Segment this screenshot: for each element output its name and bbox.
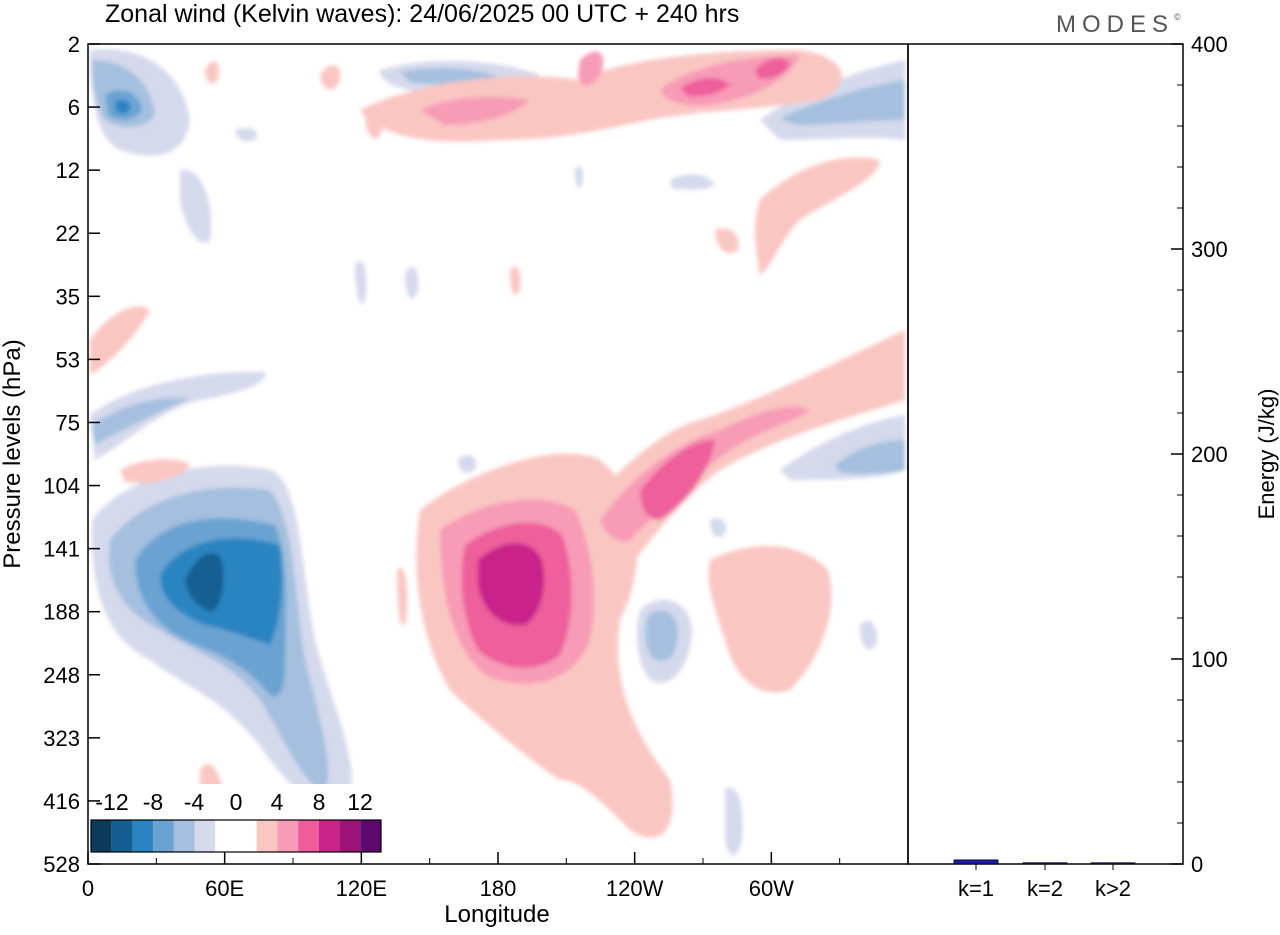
energy-tick-label: 0 [1191,852,1203,877]
colorbar-cell [256,820,278,852]
y-axis-label: Pressure levels (hPa) [0,339,26,568]
x-tick-label: 120E [336,876,387,901]
scattered-small-contours [205,61,877,855]
y-axis-ticks: 2 6 12 22 35 53 75 104 141 188 248 323 416 528 [43,32,100,877]
colorbar-labels: -12 -8 -4 0 4 8 12 [95,789,372,815]
colorbar-cell [215,820,236,852]
colorbar-label: 4 [271,789,284,815]
energy-category-label: k>2 [1095,876,1131,901]
westerly-anomaly-upper [90,50,880,860]
x-tick-label: 60W [749,876,794,901]
energy-bars [953,859,1136,865]
y-tick-label: 248 [43,663,80,688]
y-tick-label: 53 [56,347,80,372]
x-axis-label: Longitude [444,901,549,928]
colorbar-label: -12 [95,789,128,815]
energy-tick-label: 100 [1191,647,1228,672]
wind-contour-fields [90,49,905,860]
energy-tick-label: 300 [1191,237,1228,262]
energy-axis-label: Energy (J/kg) [1254,389,1279,520]
x-tick-label: 60E [205,876,244,901]
x-axis-ticks: 0 60E 120E 180 120W 60W [82,852,841,901]
colorbar-cell [153,820,174,852]
energy-axis-ticks: 0 100 200 300 400 [1171,32,1228,877]
energy-tick-label: 400 [1191,32,1228,57]
y-tick-label: 22 [56,221,80,246]
x-tick-label: 120W [606,876,664,901]
energy-category-label: k=2 [1027,876,1063,901]
y-tick-label: 2 [68,32,80,57]
modes-logo: MODES© [1056,11,1187,38]
colorbar-cell [173,820,195,852]
chart-title: Zonal wind (Kelvin waves): 24/06/2025 00… [105,0,739,28]
y-tick-label: 104 [43,474,80,499]
y-tick-label: 528 [43,852,80,877]
energy-bar [1022,862,1068,865]
energy-tick-label: 200 [1191,442,1228,467]
y-tick-label: 35 [56,284,80,309]
energy-bar [1090,862,1136,865]
y-tick-label: 6 [68,95,80,120]
colorbar-cell [91,820,112,852]
colorbar-label: 12 [347,789,373,815]
colorbar-label: -4 [184,789,205,815]
colorbar-frame [90,819,382,853]
heatmap-background [88,44,908,864]
colorbar-cell [360,820,381,852]
y-tick-label: 12 [56,158,80,183]
colorbar-cell [132,820,154,852]
colorbar-cell [236,820,257,852]
colorbar-label: -8 [143,789,163,815]
x-tick-label: 180 [480,876,517,901]
colorbar: -12 -8 -4 0 4 8 12 [88,784,388,864]
y-tick-label: 188 [43,600,80,625]
x-tick-label: 0 [82,876,94,901]
energy-panel-frame [907,43,1184,865]
y-tick-label: 141 [43,537,80,562]
y-tick-label: 75 [56,410,80,435]
hovmoller-heatmap: -12 -8 -4 0 4 8 12 [88,44,908,864]
easterly-anomaly-75hpa [90,371,905,683]
colorbar-cell [318,820,340,852]
colorbar-cell [194,820,216,852]
energy-category-label: k=1 [958,876,994,901]
colorbar-cells [91,820,381,852]
westerly-anomaly-lower [416,330,905,838]
colorbar-label: 8 [313,789,326,815]
y-tick-label: 323 [43,726,80,751]
colorbar-label: 0 [230,789,243,815]
colorbar-cell [111,820,133,852]
energy-bar-labels: k=1 k=2 k>2 [958,864,1131,901]
colorbar-cell [298,820,319,852]
colorbar-cell [277,820,299,852]
easterly-anomaly-upper [90,49,905,243]
energy-bar [953,859,999,865]
y-tick-label: 416 [43,789,80,814]
easterly-anomaly-lower [91,465,352,808]
colorbar-cell [339,820,361,852]
